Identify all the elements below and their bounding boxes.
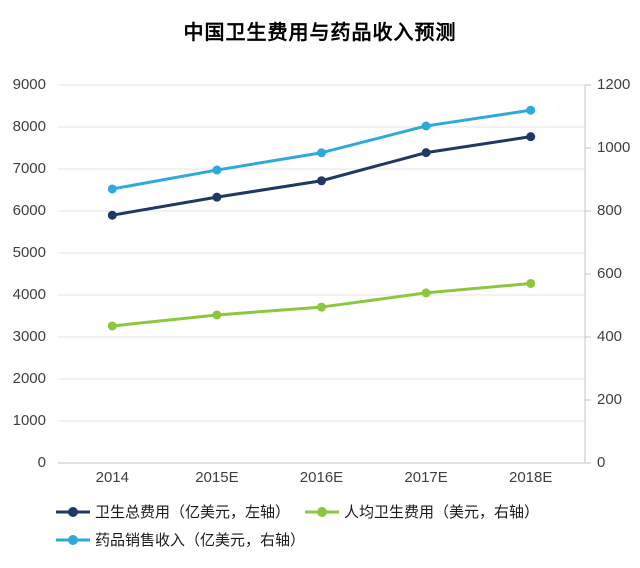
right-axis: 1200 1000 800 600 400 200 0 [597,75,640,473]
legend-label: 人均卫生费用（美元，右轴） [344,504,540,521]
data-point [421,288,431,298]
left-axis-tick: 1000 [12,412,46,429]
left-axis: 9000 8000 7000 6000 5000 4000 3000 2000 … [0,75,46,473]
right-axis-tick: 400 [597,328,623,345]
left-axis-tick: 3000 [12,328,46,345]
legend: 卫生总费用（亿美元，左轴） 人均卫生费用（美元，右轴） 药品销售收入（亿美元，右… [55,501,539,550]
left-axis-tick: 4000 [12,286,46,303]
right-axis-tick: 0 [597,454,606,471]
data-point [317,148,326,158]
chart-title: 中国卫生费用与药品收入预测 [183,22,457,44]
left-axis-tick: 5000 [12,244,46,261]
legend-label: 卫生总费用（亿美元，左轴） [95,504,291,521]
data-point [212,310,222,320]
x-axis-tick: 2014 [95,469,129,486]
left-axis-tick: 9000 [12,76,46,93]
right-axis-tick: 800 [597,202,623,219]
x-axis-tick: 2016E [299,469,344,486]
legend-line-dot-icon [304,506,340,518]
x-axis: 2014 2015E 2016E 2017E 2018E [60,469,583,486]
x-axis-tick: 2017E [404,469,448,486]
data-point [212,192,222,202]
data-point [107,184,117,194]
left-axis-tick: 8000 [12,118,46,135]
data-point [212,165,222,175]
data-point [421,121,431,131]
data-point [107,321,117,331]
data-point [317,302,326,312]
x-axis-tick: 2015E [195,469,239,486]
legend-item-per-capita-health-expenditure: 人均卫生费用（美元，右轴） [304,501,539,522]
legend-row: 卫生总费用（亿美元，左轴） 人均卫生费用（美元，右轴） [55,501,539,522]
left-axis-tick: 6000 [12,202,46,219]
right-axis-tick: 1000 [597,139,631,156]
left-axis-tick: 0 [37,454,46,471]
data-point [421,148,431,158]
legend-label: 药品销售收入（亿美元，右轴） [95,532,306,549]
right-axis-tick: 1200 [597,76,631,93]
right-axis-tick: 600 [597,265,623,282]
x-axis-tick: 2018E [508,469,553,486]
data-point [526,105,536,115]
data-point [526,132,536,142]
legend-item-total-health-expenditure: 卫生总费用（亿美元，左轴） [55,501,290,522]
legend-line-dot-icon [55,506,91,518]
legend-line-dot-icon [55,534,91,546]
data-point [317,176,326,186]
data-point [526,278,536,288]
legend-row: 药品销售收入（亿美元，右轴） [55,529,539,550]
legend-item-drug-sales-revenue: 药品销售收入（亿美元，右轴） [55,529,305,550]
data-point [107,210,117,220]
right-axis-tick: 200 [597,391,623,408]
left-axis-tick: 7000 [12,160,46,177]
left-axis-tick: 2000 [12,370,46,387]
